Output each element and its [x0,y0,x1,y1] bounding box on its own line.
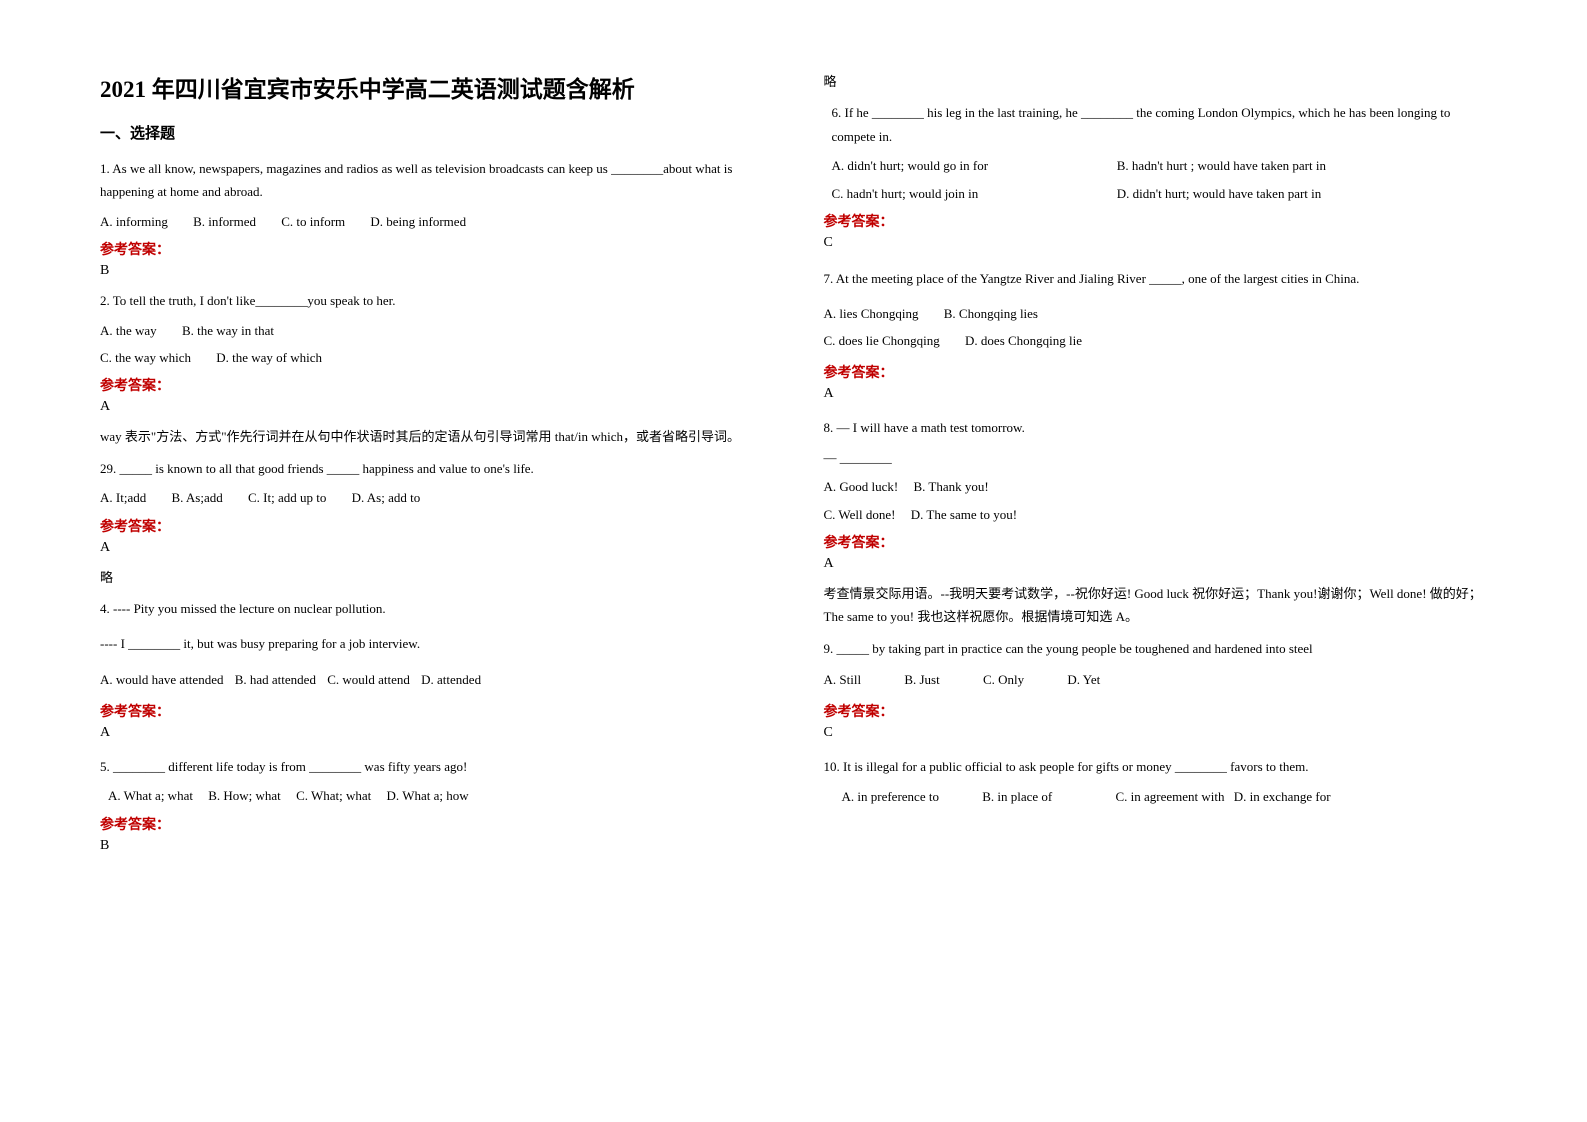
question-6-options-row1: A. didn't hurt; would go in for B. hadn'… [824,154,1488,177]
question-3-options: A. It;add B. As;add C. It; add up to D. … [100,486,764,509]
question-10-options: A. in preference to B. in place of C. in… [824,785,1488,808]
q8-opt-c: C. Well done! [824,507,896,522]
question-2-options-row2: C. the way which D. the way of which [100,346,764,369]
q10-opt-b: B. in place of [982,789,1052,804]
q7-opt-c: C. does lie Chongqing [824,333,940,348]
q5-ref: 参考答案： [100,814,764,834]
q4-opt-c: C. would attend [327,672,410,687]
q1-opt-c: C. to inform [281,214,345,229]
q6-ans: C [824,235,1488,251]
section-header: 一、选择题 [100,122,764,143]
question-4-text2: ---- I ________ it, but was busy prepari… [100,632,764,655]
q7-ans: A [824,386,1488,402]
q3-opt-d: D. As; add to [352,490,421,505]
q8-opt-b: B. Thank you! [914,479,989,494]
q9-ans: C [824,725,1488,741]
q7-opt-a: A. lies Chongqing [824,306,919,321]
q3-opt-c: C. It; add up to [248,490,326,505]
q8-note: 考查情景交际用语。--我明天要考试数学，--祝你好运! Good luck 祝你… [824,582,1488,629]
page: 2021 年四川省宜宾市安乐中学高二英语测试题含解析 一、选择题 1. As w… [0,0,1587,894]
q4-opt-b: B. had attended [235,672,316,687]
q5-opt-a: A. What a; what [108,788,193,803]
q8-opt-d: D. The same to you! [911,507,1017,522]
question-2-text: 2. To tell the truth, I don't like______… [100,289,764,312]
q4-ref: 参考答案： [100,701,764,721]
q2-note: way 表示"方法、方式"作先行词并在从句中作状语时其后的定语从句引导词常用 t… [100,425,764,448]
q9-opt-d: D. Yet [1067,672,1100,687]
q9-opt-b: B. Just [904,672,939,687]
question-6-options-row2: C. hadn't hurt; would join in D. didn't … [824,182,1488,205]
question-7-text: 7. At the meeting place of the Yangtze R… [824,265,1488,294]
q2-opt-c: C. the way which [100,350,191,365]
q1-ans: B [100,263,764,279]
q1-opt-d: D. being informed [370,214,466,229]
page-title: 2021 年四川省宜宾市安乐中学高二英语测试题含解析 [100,70,764,104]
q2-ans: A [100,399,764,415]
right-column: 略 6. If he ________ his leg in the last … [824,70,1488,864]
question-7-options-row2: C. does lie Chongqing D. does Chongqing … [824,329,1488,352]
q5-opt-c: C. What; what [296,788,371,803]
q5-opt-d: D. What a; how [387,788,469,803]
question-1-options: A. informing B. informed C. to inform D.… [100,210,764,233]
q9-opt-a: A. Still [824,672,862,687]
question-9-options: A. Still B. Just C. Only D. Yet [824,668,1488,691]
q6-opt-b: B. hadn't hurt ; would have taken part i… [1117,158,1326,173]
q8-opt-a: A. Good luck! [824,479,899,494]
q6-ref: 参考答案： [824,211,1488,231]
question-1-text: 1. As we all know, newspapers, magazines… [100,157,764,204]
question-6-text: 6. If he ________ his leg in the last tr… [824,101,1488,148]
q7-opt-d: D. does Chongqing lie [965,333,1082,348]
q3-ans: A [100,540,764,556]
question-7-options-row1: A. lies Chongqing B. Chongqing lies [824,302,1488,325]
q6-opt-d: D. didn't hurt; would have taken part in [1117,186,1322,201]
q3-note: 略 [100,566,764,589]
question-3-text: 29. _____ is known to all that good frie… [100,457,764,480]
question-5-text: 5. ________ different life today is from… [100,755,764,778]
q7-ref: 参考答案： [824,362,1488,382]
question-8-text2: — ________ [824,446,1488,469]
q5-ans: B [100,838,764,854]
q2-opt-d: D. the way of which [216,350,322,365]
question-5-options: A. What a; what B. How; what C. What; wh… [100,784,764,807]
question-10-text: 10. It is illegal for a public official … [824,755,1488,778]
q3-opt-a: A. It;add [100,490,146,505]
q5-opt-b: B. How; what [208,788,281,803]
q2-ref: 参考答案： [100,375,764,395]
q9-ref: 参考答案： [824,701,1488,721]
q8-ans: A [824,556,1488,572]
question-2-options-row1: A. the way B. the way in that [100,319,764,342]
q2-opt-b: B. the way in that [182,323,274,338]
q4-ans: A [100,725,764,741]
question-8-text1: 8. — I will have a math test tomorrow. [824,416,1488,439]
question-8-options-row2: C. Well done! D. The same to you! [824,503,1488,526]
q1-opt-a: A. informing [100,214,168,229]
q6-opt-a: A. didn't hurt; would go in for [832,154,1092,177]
q10-opt-a: A. in preference to [842,789,939,804]
q7-opt-b: B. Chongqing lies [944,306,1038,321]
q10-opt-d: D. in exchange for [1234,789,1331,804]
question-4-text1: 4. ---- Pity you missed the lecture on n… [100,597,764,620]
q2-opt-a: A. the way [100,323,157,338]
q10-opt-c: C. in agreement with [1116,789,1225,804]
q3-ref: 参考答案： [100,516,764,536]
question-9-text: 9. _____ by taking part in practice can … [824,637,1488,660]
question-8-options-row1: A. Good luck! B. Thank you! [824,475,1488,498]
q8-ref: 参考答案： [824,532,1488,552]
q1-ref: 参考答案： [100,239,764,259]
q5-note: 略 [824,70,1488,93]
q4-opt-d: D. attended [421,672,481,687]
q4-opt-a: A. would have attended [100,672,223,687]
question-4-options: A. would have attended B. had attended C… [100,668,764,691]
q1-opt-b: B. informed [193,214,256,229]
q3-opt-b: B. As;add [171,490,222,505]
q9-opt-c: C. Only [983,672,1024,687]
left-column: 2021 年四川省宜宾市安乐中学高二英语测试题含解析 一、选择题 1. As w… [100,70,764,864]
q6-opt-c: C. hadn't hurt; would join in [832,182,1092,205]
